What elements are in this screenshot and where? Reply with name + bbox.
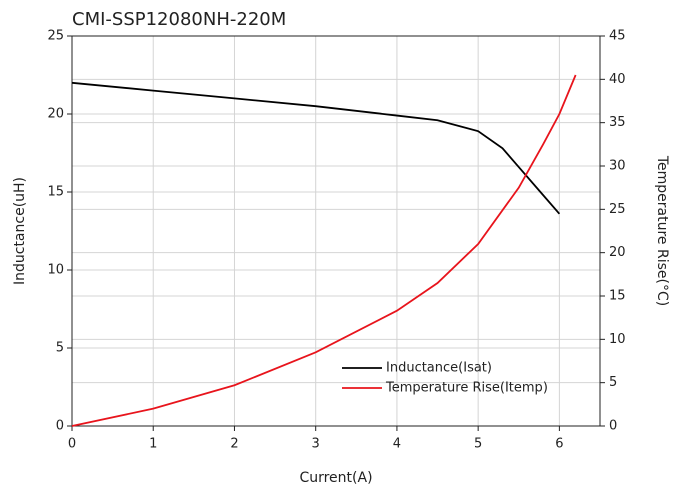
y2-tick-label: 35: [609, 115, 626, 130]
y2-tick-label: 25: [609, 202, 626, 217]
y-tick-label: 10: [47, 263, 64, 278]
y-tick-label: 5: [56, 341, 64, 356]
y-tick-label: 20: [47, 107, 64, 122]
x-tick-label: 4: [393, 437, 401, 452]
legend-label: Inductance(Isat): [386, 361, 492, 376]
y2-tick-label: 20: [609, 245, 626, 260]
plot-frame: [71, 35, 601, 427]
y2-axis-label: Temperature Rise(°C): [654, 155, 670, 306]
series-line: [71, 81, 561, 215]
x-tick-label: 2: [230, 437, 238, 452]
chart-title: CMI-SSP12080NH-220M: [72, 9, 286, 30]
y-tick-label: 25: [47, 29, 64, 44]
y-axis-label: Inductance(uH): [12, 177, 28, 285]
x-tick-label: 3: [312, 437, 320, 452]
y-tick-label: 15: [47, 185, 64, 200]
y2-tick-label: 45: [609, 29, 626, 44]
y2-tick-label: 40: [609, 72, 626, 87]
x-tick-label: 1: [149, 437, 157, 452]
y2-tick-label: 15: [609, 289, 626, 304]
legend-label: Temperature Rise(Itemp): [385, 381, 548, 396]
x-axis-label: Current(A): [299, 470, 372, 486]
y2-tick-label: 0: [609, 419, 617, 434]
x-tick-label: 6: [555, 437, 563, 452]
x-tick-label: 0: [68, 437, 76, 452]
y-tick-label: 0: [56, 419, 64, 434]
y2-tick-label: 30: [609, 159, 626, 174]
y2-tick-label: 10: [609, 332, 626, 347]
series-line: [71, 74, 577, 427]
y2-tick-label: 5: [609, 375, 617, 390]
x-tick-label: 5: [474, 437, 482, 452]
